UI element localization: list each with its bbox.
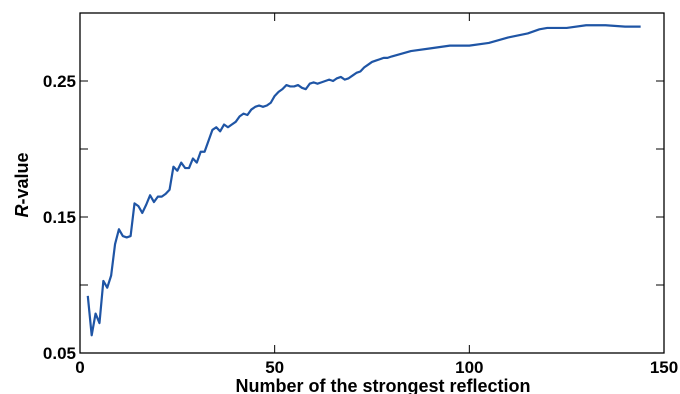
y-tick-label: 0.25 [43,72,76,91]
x-tick-label: 0 [75,358,84,377]
plot-area-frame [80,13,664,353]
x-tick-label: 50 [265,358,284,377]
y-axis-title-rest: -value [12,152,32,204]
x-tick-label: 150 [650,358,678,377]
y-tick-label: 0.15 [43,208,76,227]
tick-labels-layer: 0 50 100 150 0.05 0.15 0.25 [43,72,678,377]
y-axis-title-italic: R [12,205,32,218]
y-axis-title: R-value [12,152,32,217]
x-axis-title: Number of the strongest reflection [235,376,530,394]
x-tick-label: 100 [455,358,483,377]
y-tick-label: 0.05 [43,344,76,363]
r-value-series-line [88,25,641,335]
ticks-layer [80,13,664,353]
